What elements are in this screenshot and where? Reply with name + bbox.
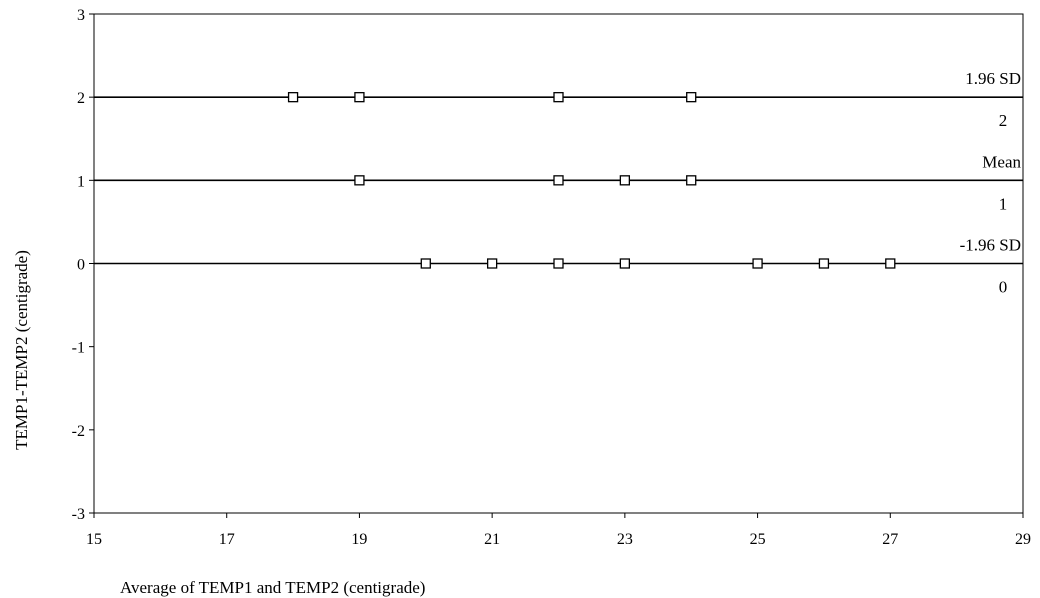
x-tick-label-4: 23 [617,531,633,548]
y-tick-label-6: 3 [77,7,85,24]
data-point-1 [354,92,365,103]
data-point-5 [553,175,564,186]
data-point-3 [686,92,697,103]
data-point-6 [619,175,631,186]
data-point-4 [354,175,365,186]
data-point-2 [553,92,564,103]
reference-line-label-0: 1.96 SD [965,69,1021,88]
reference-line-label-1: Mean [982,152,1021,171]
x-axis-ticks: 15 17 19 21 23 25 27 29 [86,513,1031,548]
x-tick-label-0: 15 [86,531,102,548]
y-tick-label-4: 1 [77,173,85,190]
reference-line-label-2: -1.96 SD [960,236,1021,255]
data-point-14 [885,258,896,269]
data-point-13 [818,258,830,269]
x-tick-label-3: 21 [484,531,500,548]
data-point-8 [420,258,431,269]
y-tick-label-0: -3 [72,506,85,523]
reference-line-labels: 1.96 SD 2 Mean 1 -1.96 SD 0 [960,69,1022,296]
data-point-11 [619,258,631,269]
reference-line-value-2: 0 [999,278,1008,297]
x-tick-label-5: 25 [750,531,766,548]
data-point-7 [686,175,697,186]
x-tick-label-1: 17 [219,531,235,548]
y-tick-label-2: -1 [72,340,85,357]
reference-line-value-1: 1 [999,194,1008,213]
reference-line-value-0: 2 [999,111,1008,130]
x-tick-label-6: 27 [882,531,898,548]
data-point-10 [553,258,564,269]
y-tick-label-3: 0 [77,257,85,274]
data-point-9 [486,258,498,269]
x-tick-label-2: 19 [351,531,367,548]
x-axis-title: Average of TEMP1 and TEMP2 (centigrade) [120,578,425,597]
data-point-12 [752,258,763,269]
x-tick-label-7: 29 [1015,531,1031,548]
y-tick-label-5: 2 [77,90,85,107]
y-axis-ticks: -3 -2 -1 0 1 2 3 [72,7,94,523]
data-points [287,92,896,269]
y-axis-title: TEMP1-TEMP2 (centigrade) [12,250,31,450]
data-point-0 [287,92,299,103]
y-tick-label-1: -2 [72,423,85,440]
